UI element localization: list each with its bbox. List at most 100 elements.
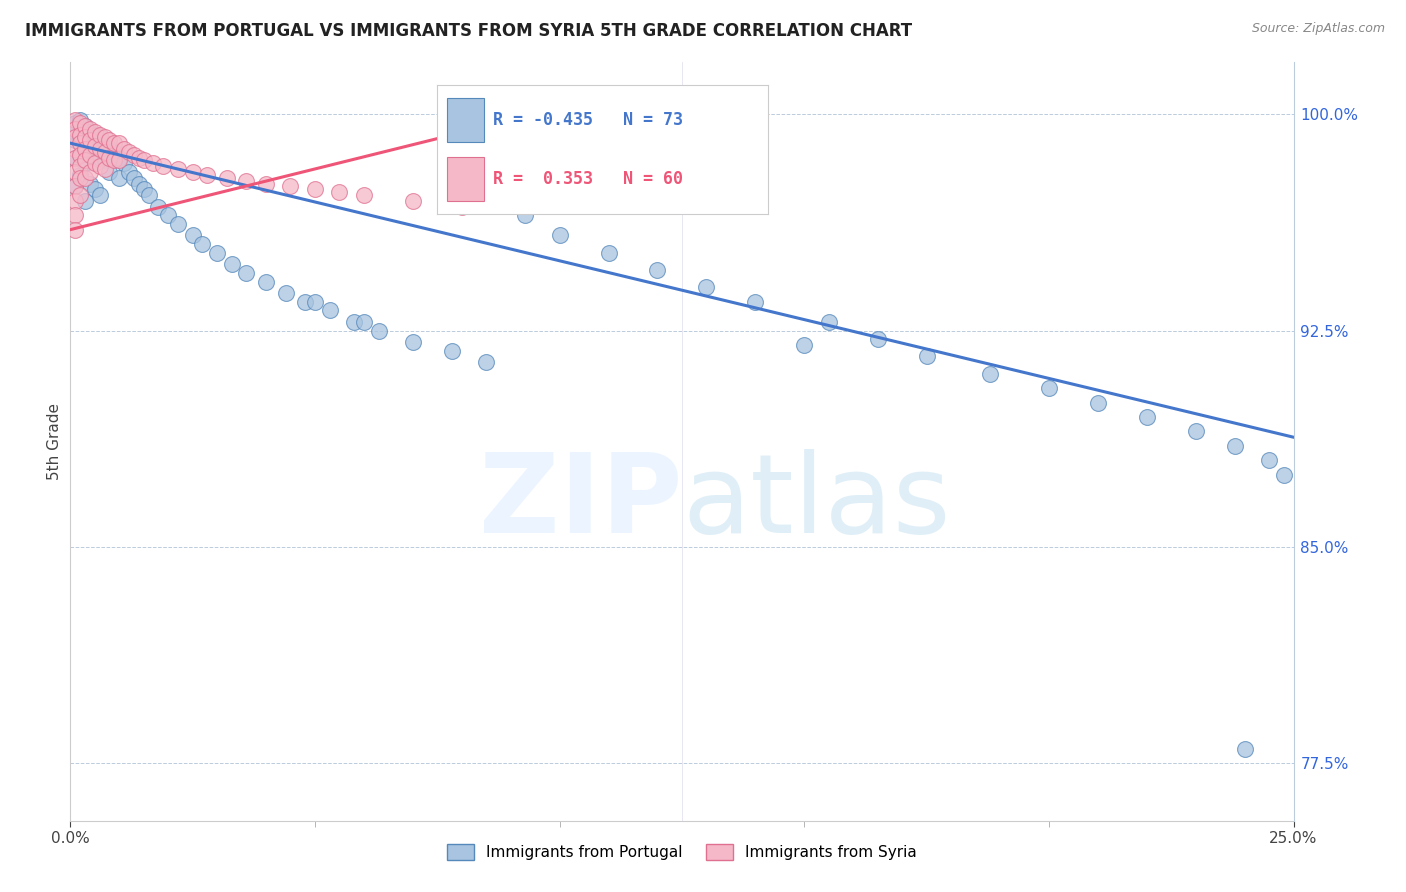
Point [83, 139, 105, 153]
Point [108, 153, 131, 168]
Point [63, 151, 86, 165]
Point [93, 145, 115, 159]
Point [132, 182, 155, 196]
Point [1087, 395, 1109, 409]
Point [112, 156, 135, 170]
Point [69, 113, 91, 128]
Point [63, 130, 86, 145]
Point [318, 303, 340, 318]
Point [63, 116, 86, 130]
Point [274, 286, 297, 301]
Point [108, 151, 131, 165]
Point [152, 159, 174, 173]
Point [79, 125, 101, 139]
Point [89, 151, 111, 165]
Point [915, 350, 938, 364]
Point [195, 168, 218, 182]
Point [138, 188, 160, 202]
Point [63, 179, 86, 194]
Point [1223, 439, 1246, 453]
Point [69, 188, 91, 202]
Point [93, 130, 115, 145]
Point [63, 194, 86, 208]
Point [122, 147, 145, 161]
Point [353, 315, 375, 329]
Point [103, 136, 125, 150]
Point [167, 162, 190, 177]
Point [122, 170, 145, 185]
Point [93, 162, 115, 177]
Legend: Immigrants from Portugal, Immigrants from Syria: Immigrants from Portugal, Immigrants fro… [440, 838, 924, 866]
Point [157, 208, 180, 222]
Point [69, 130, 91, 145]
Point [69, 168, 91, 182]
Point [1272, 467, 1295, 482]
Point [402, 334, 425, 349]
Point [402, 194, 425, 208]
Point [93, 136, 115, 150]
Point [254, 177, 277, 191]
Point [63, 222, 86, 236]
Point [89, 128, 111, 142]
Point [73, 142, 96, 156]
Point [83, 156, 105, 170]
Point [83, 125, 105, 139]
Point [866, 332, 889, 346]
Point [979, 367, 1001, 381]
Point [73, 156, 96, 170]
Point [98, 151, 121, 165]
Point [79, 121, 101, 136]
Point [475, 355, 498, 369]
Point [304, 182, 326, 196]
Point [69, 170, 91, 185]
Point [69, 128, 91, 142]
Point [548, 228, 571, 243]
Point [515, 208, 537, 222]
Point [69, 159, 91, 173]
Point [128, 151, 150, 165]
Point [695, 280, 717, 294]
Point [1038, 381, 1060, 395]
Point [63, 151, 86, 165]
Point [103, 153, 125, 168]
Point [181, 165, 204, 179]
Point [73, 130, 96, 145]
Point [69, 147, 91, 161]
Point [108, 170, 131, 185]
Point [108, 136, 131, 150]
Point [63, 142, 86, 156]
Point [235, 266, 257, 280]
Point [440, 343, 463, 358]
Point [1184, 425, 1206, 439]
Point [254, 275, 277, 289]
Point [118, 165, 141, 179]
Point [280, 179, 302, 194]
Point [83, 182, 105, 196]
Point [79, 142, 101, 156]
Point [598, 245, 620, 260]
Point [63, 113, 86, 128]
Point [69, 147, 91, 161]
Point [343, 315, 366, 329]
Point [744, 294, 766, 309]
Text: atlas: atlas [682, 449, 950, 556]
Point [1233, 741, 1256, 756]
Point [63, 133, 86, 147]
Point [112, 142, 135, 156]
Point [63, 179, 86, 194]
Point [215, 170, 238, 185]
Point [647, 263, 669, 277]
Point [167, 217, 190, 231]
Point [69, 116, 91, 130]
Point [118, 145, 141, 159]
Point [89, 130, 111, 145]
Point [132, 153, 155, 168]
Point [128, 177, 150, 191]
Point [98, 133, 121, 147]
Point [63, 125, 86, 139]
Point [73, 153, 96, 168]
Text: Source: ZipAtlas.com: Source: ZipAtlas.com [1251, 22, 1385, 36]
Text: IMMIGRANTS FROM PORTUGAL VS IMMIGRANTS FROM SYRIA 5TH GRADE CORRELATION CHART: IMMIGRANTS FROM PORTUGAL VS IMMIGRANTS F… [25, 22, 912, 40]
Point [1136, 410, 1159, 425]
Point [450, 200, 472, 214]
